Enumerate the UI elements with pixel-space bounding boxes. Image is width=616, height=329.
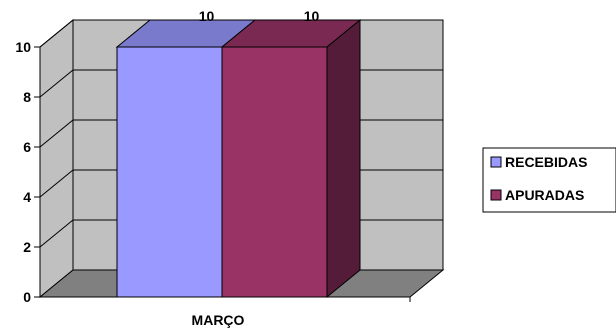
gridline-side bbox=[39, 169, 74, 198]
y-tick-label: 0 bbox=[23, 289, 31, 305]
legend: RECEBIDAS APURADAS bbox=[482, 147, 616, 213]
y-tick-label: 4 bbox=[23, 189, 31, 205]
bar-recebidas bbox=[115, 19, 257, 298]
bar-side-face bbox=[326, 18, 361, 299]
y-tick-label: 2 bbox=[23, 239, 31, 255]
bar-apuradas bbox=[220, 18, 362, 299]
gridline-side bbox=[39, 19, 74, 48]
legend-label-recebidas: RECEBIDAS bbox=[505, 154, 587, 170]
y-tick-label: 8 bbox=[23, 89, 31, 105]
chart-side-wall bbox=[39, 18, 74, 299]
gridline-side bbox=[39, 69, 74, 98]
data-labels: 10 10 bbox=[199, 8, 320, 24]
y-tick-label: 10 bbox=[15, 39, 31, 55]
category-label: MARÇO bbox=[192, 312, 245, 328]
gridline-side bbox=[39, 119, 74, 148]
legend-frame bbox=[482, 147, 616, 213]
legend-swatch-recebidas bbox=[490, 156, 502, 168]
y-axis-ticks: 0 2 4 6 8 10 bbox=[15, 39, 411, 305]
bar-front-face bbox=[221, 46, 328, 298]
y-tick-label: 6 bbox=[23, 139, 31, 155]
gridline-side bbox=[39, 219, 74, 248]
bar-front-face bbox=[116, 46, 223, 298]
legend-swatch-apuradas bbox=[490, 189, 502, 201]
bars bbox=[115, 18, 362, 299]
data-label-recebidas: 10 bbox=[199, 8, 215, 24]
legend-label-apuradas: APURADAS bbox=[505, 187, 584, 203]
data-label-apuradas: 10 bbox=[304, 8, 320, 24]
